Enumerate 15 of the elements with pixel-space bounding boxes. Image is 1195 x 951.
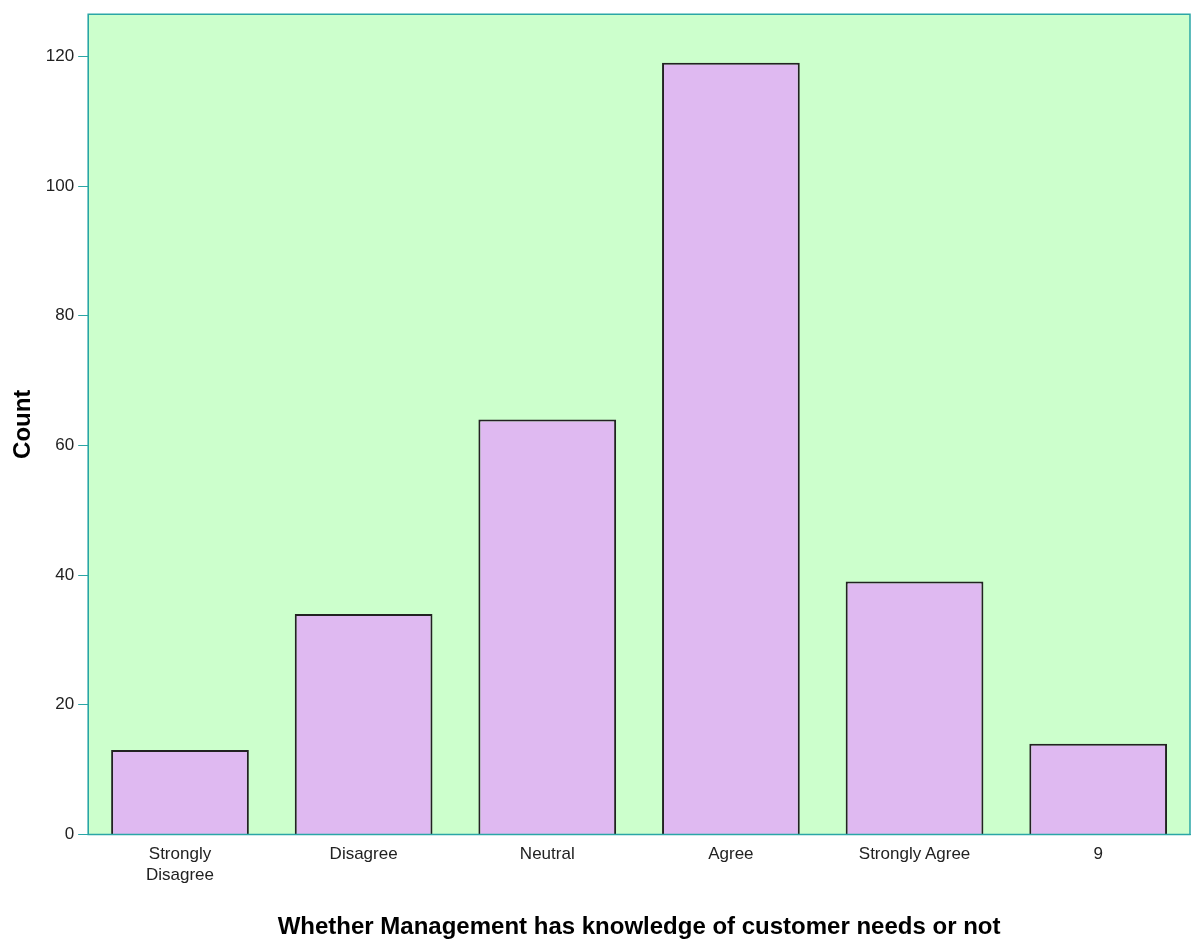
y-tick-label: 20 xyxy=(55,694,75,714)
y-tick-label: 40 xyxy=(55,564,75,584)
x-axis-title: Whether Management has knowledge of customer needs or not xyxy=(277,912,1001,940)
y-tick-label: 0 xyxy=(64,824,75,844)
x-tick-label: Neutral xyxy=(519,844,575,864)
y-tick-label: 100 xyxy=(45,175,75,195)
x-tick-label: Agree xyxy=(708,844,754,864)
y-tick-label: 80 xyxy=(55,305,75,325)
x-tick-label: Disagree xyxy=(329,844,398,864)
x-tick-label: Strongly Agree xyxy=(858,844,971,864)
y-axis-title: Count xyxy=(8,389,36,459)
x-tick-label: 9 xyxy=(1093,844,1103,864)
x-tick-label: Strongly Disagree xyxy=(145,844,215,884)
y-tick-label: 120 xyxy=(45,46,75,66)
y-tick-label: 60 xyxy=(55,435,75,455)
